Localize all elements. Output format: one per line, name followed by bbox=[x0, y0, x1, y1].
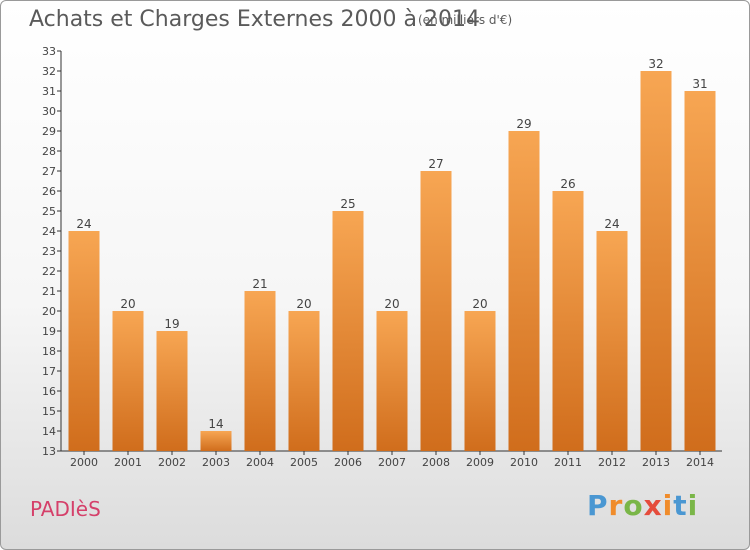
bar bbox=[376, 311, 408, 451]
y-tick-label: 27 bbox=[42, 165, 56, 178]
y-tick-label: 14 bbox=[42, 425, 56, 438]
x-tick-label: 2014 bbox=[686, 456, 714, 469]
value-label: 20 bbox=[120, 297, 135, 311]
x-tick-label: 2009 bbox=[466, 456, 494, 469]
x-tick-label: 2013 bbox=[642, 456, 670, 469]
chart-unit: (en milliers d'€) bbox=[418, 13, 513, 27]
x-tick-label: 2010 bbox=[510, 456, 538, 469]
value-label: 29 bbox=[516, 117, 531, 131]
bar bbox=[420, 171, 452, 451]
bar bbox=[640, 71, 672, 451]
y-tick-label: 33 bbox=[42, 45, 56, 58]
y-tick-label: 30 bbox=[42, 105, 56, 118]
x-tick-label: 2007 bbox=[378, 456, 406, 469]
y-tick-label: 24 bbox=[42, 225, 56, 238]
bar bbox=[332, 211, 364, 451]
y-tick-label: 19 bbox=[42, 325, 56, 338]
value-label: 20 bbox=[296, 297, 311, 311]
logo-letter: i bbox=[687, 489, 699, 522]
y-tick-label: 17 bbox=[42, 365, 56, 378]
chart-title: Achats et Charges Externes 2000 à 2014 bbox=[29, 7, 480, 32]
logo-letter: x bbox=[643, 489, 663, 522]
y-tick-label: 21 bbox=[42, 285, 56, 298]
bar bbox=[200, 431, 232, 451]
y-tick-label: 31 bbox=[42, 85, 56, 98]
commune-name: PADIèS bbox=[30, 497, 101, 521]
y-tick-label: 20 bbox=[42, 305, 56, 318]
value-labels: 24 20 19 14 21 20 25 20 27 20 29 26 24 32 31 bbox=[76, 57, 707, 431]
value-label: 14 bbox=[208, 417, 223, 431]
bar bbox=[464, 311, 496, 451]
x-tick-label: 2000 bbox=[70, 456, 98, 469]
y-tick-label: 25 bbox=[42, 205, 56, 218]
value-label: 31 bbox=[692, 77, 707, 91]
y-tick-label: 23 bbox=[42, 245, 56, 258]
logo-letter: o bbox=[623, 489, 644, 522]
x-tick-label: 2011 bbox=[554, 456, 582, 469]
value-label: 27 bbox=[428, 157, 443, 171]
x-tick-label: 2008 bbox=[422, 456, 450, 469]
bar bbox=[68, 231, 100, 451]
bar bbox=[596, 231, 628, 451]
bar bbox=[552, 191, 584, 451]
y-tick-label: 15 bbox=[42, 405, 56, 418]
value-label: 20 bbox=[472, 297, 487, 311]
y-tick-label: 22 bbox=[42, 265, 56, 278]
chart-axes: 13 14 15 16 17 18 19 20 21 22 23 24 25 26 27 28 29 30 31 32… bbox=[42, 45, 722, 469]
bar bbox=[244, 291, 276, 451]
bar bbox=[156, 331, 188, 451]
bar bbox=[508, 131, 540, 451]
value-label: 21 bbox=[252, 277, 267, 291]
x-tick-label: 2004 bbox=[246, 456, 274, 469]
bar bbox=[112, 311, 144, 451]
value-label: 19 bbox=[164, 317, 179, 331]
value-label: 26 bbox=[560, 177, 575, 191]
y-tick-label: 28 bbox=[42, 145, 56, 158]
y-tick-label: 26 bbox=[42, 185, 56, 198]
value-label: 24 bbox=[76, 217, 91, 231]
x-tick-label: 2005 bbox=[290, 456, 318, 469]
value-label: 24 bbox=[604, 217, 619, 231]
logo-letter: P bbox=[587, 489, 609, 522]
logo-letter: r bbox=[608, 489, 624, 522]
x-tick-label: 2012 bbox=[598, 456, 626, 469]
proxiti-logo: Proxiti bbox=[587, 489, 698, 522]
bar-series bbox=[68, 71, 716, 451]
logo-letter: i bbox=[662, 489, 674, 522]
value-label: 25 bbox=[340, 197, 355, 211]
y-tick-label: 16 bbox=[42, 385, 56, 398]
value-label: 32 bbox=[648, 57, 663, 71]
x-tick-label: 2003 bbox=[202, 456, 230, 469]
y-tick-label: 18 bbox=[42, 345, 56, 358]
x-tick-label: 2002 bbox=[158, 456, 186, 469]
x-tick-label: 2001 bbox=[114, 456, 142, 469]
logo-letter: t bbox=[673, 489, 688, 522]
y-tick-label: 13 bbox=[42, 445, 56, 458]
y-tick-label: 29 bbox=[42, 125, 56, 138]
value-label: 20 bbox=[384, 297, 399, 311]
x-tick-label: 2006 bbox=[334, 456, 362, 469]
bar bbox=[288, 311, 320, 451]
y-tick-label: 32 bbox=[42, 65, 56, 78]
bar bbox=[684, 91, 716, 451]
